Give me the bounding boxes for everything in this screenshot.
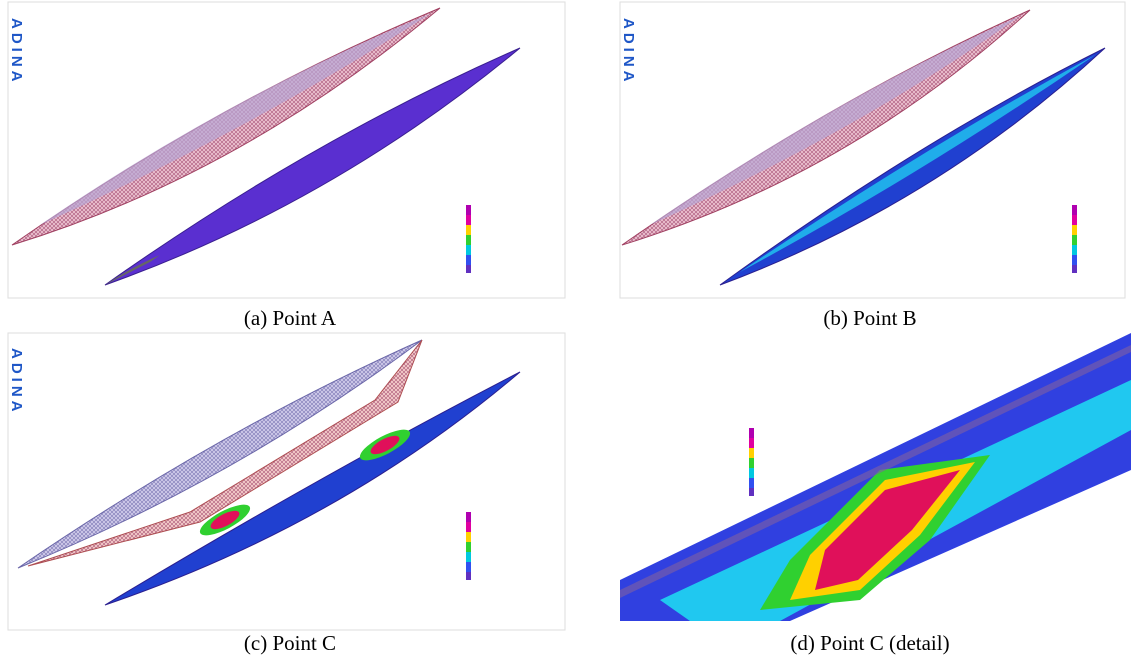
caption: (a) Point A [244,306,337,330]
page: {"logo": "ADINA", "panels": [ {"caption"… [0,0,1131,657]
panel-frame [8,333,565,630]
figure: ADINA ADINA ADINA [0,0,1131,657]
colorbar [466,205,471,273]
colorbar [466,512,471,580]
caption: (b) Point B [823,306,916,330]
panel-frame [8,2,565,298]
panel-frame [620,2,1125,298]
logo: ADINA [8,18,25,86]
logo: ADINA [620,18,637,86]
caption: (c) Point C [244,631,336,655]
caption: (d) Point C (detail) [790,631,949,655]
logo: ADINA [8,348,25,416]
colorbar [749,428,754,496]
colorbar [1072,205,1077,273]
